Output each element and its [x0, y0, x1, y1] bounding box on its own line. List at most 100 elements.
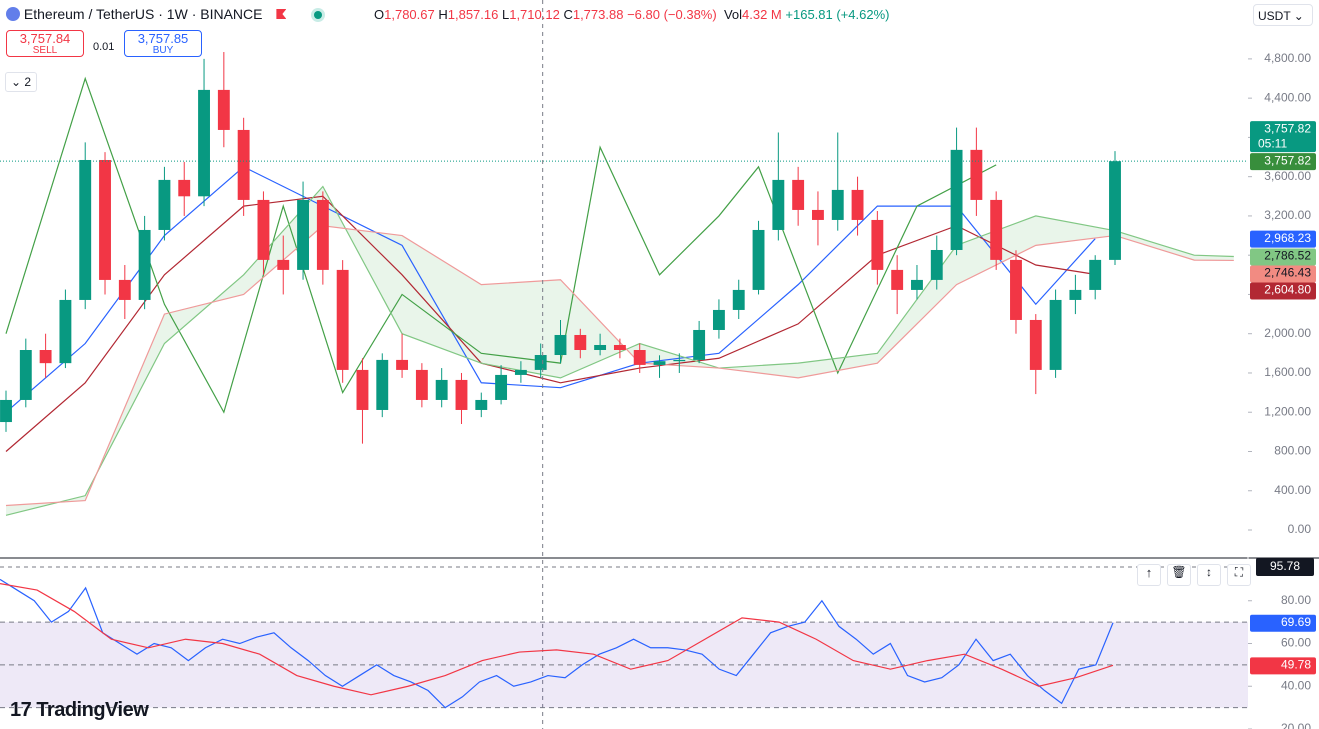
candle-body [792, 179, 805, 210]
label-box [1250, 614, 1316, 632]
candle-body [633, 350, 646, 365]
candle-body [198, 89, 210, 197]
indicator-line [5, 185, 1234, 516]
candle-body [930, 249, 943, 280]
y-tick-label: 3,600.00 [1264, 169, 1311, 183]
candle-body [1029, 319, 1042, 370]
candle-body [39, 350, 52, 364]
candle-body [911, 279, 923, 290]
candle-body [1049, 299, 1062, 370]
collapse-button[interactable]: ⌄ 2 [5, 72, 37, 92]
sell-button[interactable]: 3,757.84 SELL [6, 30, 84, 57]
symbol-icon [6, 7, 20, 21]
currency: USDT [1258, 9, 1291, 23]
candle-body [396, 359, 409, 370]
candle-body [712, 309, 725, 330]
y-tick-label: 0.00 [1288, 522, 1312, 536]
candle-body [970, 149, 983, 200]
price-label: 3,757.82 [1264, 153, 1311, 167]
y-tick-label: 400.00 [1274, 483, 1311, 497]
candle-body [0, 399, 12, 423]
rsi-value-label: 49.78 [1281, 658, 1311, 672]
candle-body [594, 344, 607, 351]
vol-change: +165.81 (+4.62%) [785, 7, 890, 22]
label-box [1250, 657, 1316, 675]
label-box [1250, 248, 1316, 266]
label-box [1250, 230, 1316, 248]
y-tick-label: 20.00 [1281, 721, 1311, 729]
candle-body [693, 329, 706, 360]
spread: 0.01 [93, 41, 115, 53]
candle-body [415, 369, 428, 400]
symbol[interactable]: Ethereum / TetherUS · 1W · BINANCE [23, 6, 263, 22]
indicator-value-label: 2,604.80 [1264, 283, 1311, 297]
y-tick-label: 1,600.00 [1264, 365, 1311, 379]
y-tick-label: 4,800.00 [1264, 51, 1311, 65]
candle-body [178, 179, 191, 197]
low: 1,710.12 [509, 7, 560, 22]
delete[interactable]: 🗑 [1167, 564, 1191, 586]
y-tick-label: 80.00 [1281, 593, 1311, 607]
candle-body [376, 359, 389, 410]
rsi-line [0, 583, 1114, 696]
candle-body [217, 89, 230, 130]
collapse-pane[interactable]: ↕ [1197, 564, 1221, 586]
move-up[interactable]: ↑ [1137, 564, 1161, 586]
vol-label: Vol [723, 7, 743, 22]
open: 1,780.67 [384, 7, 435, 22]
candle-body [277, 259, 290, 270]
ohlc: O1,780.67 H1,857.16 L1,710.12 C1,773.88 … [374, 7, 889, 22]
candle-body [356, 369, 369, 410]
symbol-bar[interactable]: Ethereum / TetherUS · 1W · BINANCE [6, 6, 323, 22]
maximize[interactable]: ⛶ [1227, 564, 1251, 586]
last-price-label: 3,757.82 [1264, 121, 1311, 135]
c-label: C [563, 7, 573, 22]
candle-body [59, 299, 72, 364]
rsi-value: 49.78 [1250, 657, 1316, 675]
countdown: 05:11 [1258, 136, 1287, 150]
indicator-line [5, 76, 997, 414]
flag[interactable] [276, 9, 287, 19]
candle-body [475, 399, 488, 410]
candle-body [316, 199, 329, 270]
label-box [1250, 282, 1316, 300]
candle-body [1109, 161, 1121, 260]
y-tick-label: 1,200.00 [1264, 404, 1311, 418]
candle-body [831, 189, 844, 220]
currency-select[interactable]: USDT ⌄ [1253, 4, 1313, 26]
sell-price: 3,757.84 [19, 31, 71, 46]
candle-body [435, 379, 448, 400]
candle-body [257, 199, 270, 260]
pane-tools: ↑ 🗑 ↕ ⛶ [1137, 564, 1251, 586]
y-tick-label: 3,200.00 [1264, 208, 1311, 222]
candle-body [1069, 289, 1082, 300]
candle-body [673, 359, 686, 362]
logo-text: TradingView [36, 699, 149, 721]
last-price-box [1250, 121, 1316, 153]
indicator-line [5, 195, 1096, 452]
buy-button[interactable]: 3,757.85 BUY [124, 30, 202, 57]
candle-body [138, 229, 151, 300]
crosshair-label: 95.78 [1270, 559, 1300, 573]
close: 1,773.88 [572, 7, 624, 22]
candle-body [514, 369, 527, 375]
candle-body [495, 374, 508, 400]
candle-body [297, 199, 309, 270]
candle-body [574, 334, 587, 351]
candle-body [613, 344, 626, 351]
candle-body [1010, 259, 1022, 320]
crosshair-box [1256, 558, 1314, 577]
rsi-value: 69.69 [1250, 614, 1316, 632]
y-tick-label: 60.00 [1281, 636, 1311, 650]
volume: 4.32 M [742, 7, 782, 22]
change: −6.80 (−0.38%) [627, 7, 717, 22]
indicator-value-label: 2,746.43 [1264, 266, 1311, 280]
candle-body [99, 159, 111, 280]
status [314, 11, 323, 19]
candle-body [891, 269, 904, 290]
y-tick-label: 2,000.00 [1264, 326, 1311, 340]
candle-body [653, 361, 666, 365]
candle-body [336, 269, 349, 370]
